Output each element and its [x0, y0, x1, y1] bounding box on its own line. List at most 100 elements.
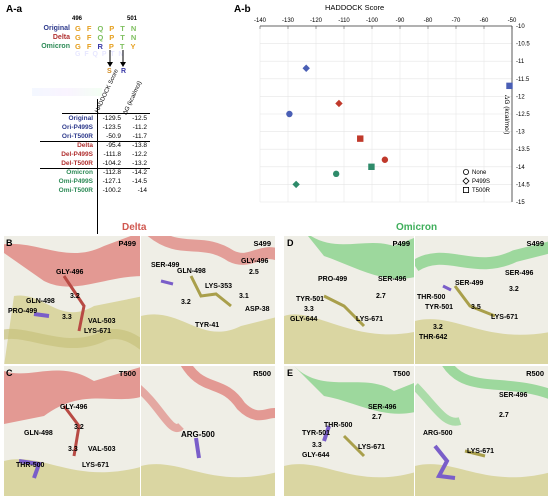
residue-label: SER-496: [368, 404, 397, 411]
residue-label: SER-499: [455, 280, 484, 287]
distance-label: 2.5: [249, 269, 259, 276]
data-point-circle: [332, 170, 340, 178]
y-tick-label: -15: [516, 200, 525, 206]
row-score: -112.8: [103, 169, 121, 177]
position-end: 501: [127, 16, 138, 22]
row-dg: -12.5: [132, 115, 147, 122]
y-tick-label: -11.5: [516, 77, 530, 83]
residue-label: GLY-496: [60, 404, 88, 411]
panel-c-corner: T500: [118, 369, 136, 378]
legend-marker-square: [462, 186, 469, 193]
y-tick-label: -13.5: [516, 147, 530, 153]
y-tick-label: -13: [516, 130, 525, 136]
panel-s499-delta-corner: S499: [253, 239, 271, 248]
residue-label: LYS-353: [205, 283, 232, 290]
row-name: Ori-T500R: [61, 132, 93, 140]
distance-label: 3.5: [471, 304, 481, 311]
x-tick-label: -70: [452, 18, 461, 24]
data-point-circle: [286, 110, 293, 118]
panel-d-label: D: [287, 238, 294, 248]
panel-b-label: B: [6, 238, 13, 248]
row-score: -50.9: [106, 132, 121, 140]
data-point-circle: [381, 156, 389, 163]
legend-marker-diamond: [462, 177, 470, 185]
seq-residues-delta: G F Q P T N: [75, 33, 137, 42]
residue-label: ASP-38: [245, 306, 270, 313]
residue-label: ARG-500: [181, 430, 215, 439]
row-name: Omicron: [66, 169, 93, 177]
residue-label: PRO-499: [8, 308, 38, 315]
data-point-diamond: [335, 99, 343, 108]
structure-delta-r500: R500 ARG-500: [140, 365, 276, 497]
distance-label: 3.3: [62, 314, 72, 321]
y-tick-label: -14.5: [516, 182, 530, 188]
mutation-label-r: R: [121, 68, 127, 75]
table-row: Ori-P499S -123.5 -11.2: [40, 123, 150, 132]
residue-label: TYR-501: [302, 430, 331, 437]
structure-delta-s499: S499 SER-499 GLN-498 GLY-496 2.5 LYS-353…: [140, 235, 276, 365]
distance-label: 3.2: [74, 424, 84, 431]
row-score: -129.5: [102, 115, 121, 122]
row-name: Delta: [77, 142, 93, 150]
mutation-label-s: S: [107, 68, 112, 75]
table-top-line: [62, 113, 150, 114]
structure-delta-p499: P499 GLY-496 GLN-498 PRO-499 3.2 3.3 VAL…: [3, 235, 141, 365]
residue-label: GLY-496: [241, 258, 269, 265]
table-row: Del-P499S -111.8 -12.2: [40, 150, 150, 159]
faint-watermark-text: [32, 88, 102, 96]
residue-label: GLN-498: [26, 298, 55, 305]
residue-label: SER-499: [151, 262, 180, 269]
row-score: -123.5: [102, 124, 121, 131]
row-name: Ori-P499S: [61, 124, 93, 131]
panel-r500-omicron-corner: R500: [526, 369, 544, 378]
x-tick-label: -60: [480, 18, 489, 24]
data-point-square: [506, 82, 513, 90]
score-table: Original -129.5 -12.5 Ori-P499S -123.5 -11.2 O…: [40, 114, 150, 195]
omicron-title: Omicron: [396, 222, 438, 233]
residue-label: LYS-671: [356, 316, 383, 323]
row-name: Omi-T500R: [58, 187, 93, 194]
residue-label: TYR-501: [296, 296, 325, 303]
distance-label: 2.7: [372, 414, 382, 421]
residue-label: LYS-671: [358, 444, 385, 451]
panel-b-corner: P499: [118, 239, 136, 248]
residue-label: LYS-671: [82, 462, 109, 469]
panel-e-label: E: [287, 368, 294, 378]
scatter-chart: -140 -130 -120 -110 -100 -90 -80 -70 -60 -50-10 -1…: [254, 18, 530, 206]
residue-label: TYR-41: [195, 322, 220, 329]
x-tick-label: -140: [254, 18, 267, 24]
legend-label: None: [472, 170, 487, 176]
distance-label: 3.2: [509, 286, 519, 293]
residue-label: SER-496: [499, 392, 528, 399]
panel-e-corner: T500: [392, 369, 410, 378]
residue-label: GLY-644: [290, 316, 318, 323]
row-dg: -13.2: [132, 159, 147, 167]
residue-label: THR-500: [417, 294, 446, 301]
residue-label: THR-642: [419, 334, 448, 341]
x-tick-label: -130: [282, 18, 295, 24]
y-tick-label: -11: [516, 59, 525, 65]
data-point-square: [357, 135, 364, 142]
table-row: Omi-P499S -127.1 -14.5: [40, 177, 150, 186]
row-name: Del-P499S: [61, 151, 93, 158]
table-row: Delta -95.4 -13.8: [40, 141, 150, 150]
x-tick-label: -50: [508, 18, 517, 24]
y-tick-label: -12.5: [516, 112, 530, 118]
table-row: Omicron -112.8 -14.2: [40, 168, 150, 177]
panel-d-corner: P499: [392, 239, 410, 248]
distance-label: 3.1: [239, 293, 249, 300]
delta-title: Delta: [122, 222, 147, 233]
table-row: Del-T500R -104.2 -13.2: [40, 159, 150, 168]
table-row: Ori-T500R -50.9 -11.7: [40, 132, 150, 141]
x-tick-label: -80: [424, 18, 433, 24]
data-point-diamond: [302, 64, 310, 72]
structure-omicron-r500: R500 SER-496 ARG-500 2.7 LYS-671: [414, 365, 549, 497]
legend-marker-circle: [462, 168, 469, 175]
panel-r500-delta-corner: R500: [253, 369, 271, 378]
residue-label: SER-496: [378, 276, 407, 283]
table-row: Omi-T500R -100.2 -14: [40, 186, 150, 195]
distance-label: 3.3: [312, 442, 322, 449]
residue-label: LYS-671: [491, 314, 518, 321]
distance-label: 3.2: [433, 324, 443, 331]
residue-label: GLY-496: [56, 269, 84, 276]
